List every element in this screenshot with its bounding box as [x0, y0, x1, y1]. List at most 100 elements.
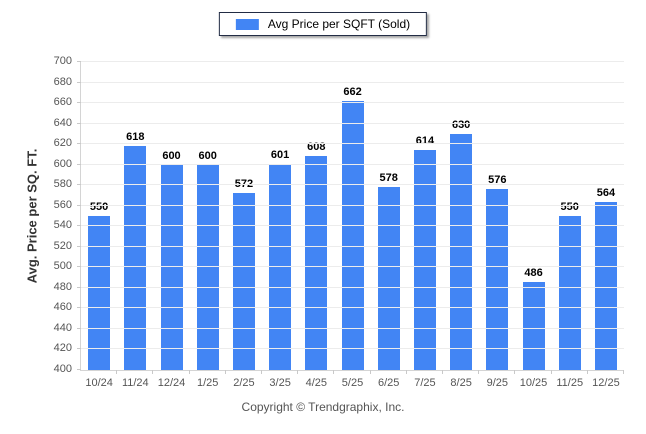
bar-8/25	[450, 133, 473, 370]
bar-value-label: 614	[415, 135, 435, 148]
y-axis-tick-label: 680	[53, 75, 72, 88]
bar-slot: 550 10/24	[81, 62, 118, 389]
gridline	[81, 81, 624, 83]
gridline	[81, 266, 624, 268]
bar-value-label: 608	[307, 141, 326, 154]
bar-slot: 608 4/25	[298, 62, 335, 389]
y-axis-tick-mark	[77, 204, 81, 206]
x-axis-tick-mark	[297, 370, 299, 374]
x-axis-tick-label: 2/25	[233, 377, 255, 389]
x-axis-tick-label: 4/25	[305, 377, 328, 389]
gridline	[81, 327, 624, 329]
y-axis-tick-label: 480	[53, 280, 72, 293]
bar-slot: 601 3/25	[262, 62, 299, 389]
gridline	[81, 245, 624, 247]
y-axis-tick-mark	[77, 286, 81, 288]
bar-11/24	[124, 146, 147, 370]
bars-container: 550 10/24 618 11/24 600 12/24 600 1/25 572 2/25 60…	[81, 62, 625, 389]
bar-value-label: 486	[524, 266, 543, 279]
bar-12/24	[160, 164, 183, 370]
legend-label: Avg Price per SQFT (Sold)	[267, 17, 411, 31]
bar-value-label: 600	[162, 149, 181, 162]
y-axis-tick-label: 460	[53, 301, 72, 314]
gridline	[81, 184, 624, 186]
bar-5/25	[341, 101, 364, 370]
bar-slot: 576 9/25	[479, 62, 516, 389]
y-axis-tick-label: 620	[53, 137, 72, 150]
bar-6/25	[377, 187, 400, 370]
x-axis-tick-mark	[442, 370, 444, 374]
bar-value-label: 576	[488, 174, 507, 187]
bar-10/24	[88, 216, 111, 370]
legend-swatch-icon	[235, 18, 259, 30]
y-axis-tick-mark	[77, 143, 81, 145]
y-axis-tick-mark	[77, 327, 81, 329]
bar-slot: 614 7/25	[407, 62, 444, 389]
x-axis-tick-mark	[261, 370, 263, 374]
y-axis-tick-label: 660	[53, 96, 72, 109]
y-axis-tick-label: 580	[53, 178, 72, 191]
bar-value-label: 578	[379, 172, 398, 185]
bar-10/25	[522, 281, 545, 370]
bar-slot: 600 1/25	[190, 62, 226, 389]
y-axis-tick-mark	[77, 163, 81, 165]
x-axis-tick-mark	[623, 370, 625, 374]
y-axis-tick-mark	[77, 81, 81, 83]
x-axis-tick-label: 10/24	[85, 377, 113, 389]
bar-slot: 600 12/24	[153, 62, 190, 389]
x-axis-tick-mark	[478, 370, 480, 374]
gridline	[81, 61, 624, 62]
y-axis-tick-label: 400	[53, 363, 72, 375]
bar-slot: 618 11/24	[117, 62, 154, 389]
gridline	[81, 225, 624, 227]
bar-12/25	[594, 201, 617, 370]
x-axis-tick-mark	[369, 370, 371, 374]
y-axis-tick-mark	[77, 225, 81, 227]
y-axis-tick-mark	[77, 122, 81, 124]
x-axis-tick-mark	[514, 370, 516, 374]
x-axis-tick-label: 10/25	[519, 377, 548, 389]
y-axis-tick-label: 540	[53, 219, 72, 232]
bar-slot: 564 12/25	[588, 62, 625, 389]
x-axis-tick-mark	[405, 370, 407, 374]
plot-area: 550 10/24 618 11/24 600 12/24 600 1/25 572 2/25 60…	[54, 56, 625, 389]
bar-slot: 630 8/25	[443, 62, 480, 389]
bar-4/25	[305, 156, 328, 370]
gridline	[81, 204, 624, 206]
gridline	[81, 122, 624, 124]
bar-2/25	[232, 193, 255, 370]
bar-9/25	[486, 189, 509, 370]
bar-1/25	[196, 164, 219, 370]
x-axis-tick-label: 1/25	[196, 377, 219, 389]
y-axis-tick-mark	[77, 184, 81, 186]
bar-11/25	[558, 216, 581, 370]
y-axis-tick-label: 520	[53, 239, 72, 252]
y-axis-tick-label: 500	[53, 260, 72, 273]
y-axis-tick-mark	[77, 307, 81, 309]
y-axis-tick-mark	[77, 102, 81, 104]
x-axis-tick-mark	[333, 370, 335, 374]
bar-value-label: 662	[343, 86, 362, 99]
y-axis-tick-mark	[77, 348, 81, 350]
bar-slot: 550 11/25	[552, 62, 588, 389]
bar-value-label: 600	[198, 149, 217, 162]
bar-value-label: 618	[126, 131, 145, 144]
y-axis-tick-label: 700	[53, 55, 72, 67]
x-axis-tick-label: 5/25	[341, 377, 364, 389]
chart-legend: Avg Price per SQFT (Sold)	[218, 12, 428, 36]
gridline	[81, 163, 624, 165]
bar-slot: 486 10/25	[515, 62, 552, 389]
x-axis-tick-mark	[586, 370, 588, 374]
x-axis-tick-mark	[550, 370, 552, 374]
bar-value-label: 630	[451, 118, 471, 131]
gridline	[81, 102, 624, 104]
x-axis-tick-label: 11/24	[121, 377, 149, 389]
bar-value-label: 564	[596, 186, 616, 199]
y-axis-tick-mark	[77, 61, 81, 62]
x-axis-tick-label: 9/25	[486, 377, 509, 389]
x-axis-tick-label: 12/25	[592, 377, 620, 389]
bar-slot: 578 6/25	[371, 62, 407, 389]
x-axis-tick-label: 12/24	[157, 377, 186, 389]
x-axis-tick-label: 3/25	[269, 377, 291, 389]
